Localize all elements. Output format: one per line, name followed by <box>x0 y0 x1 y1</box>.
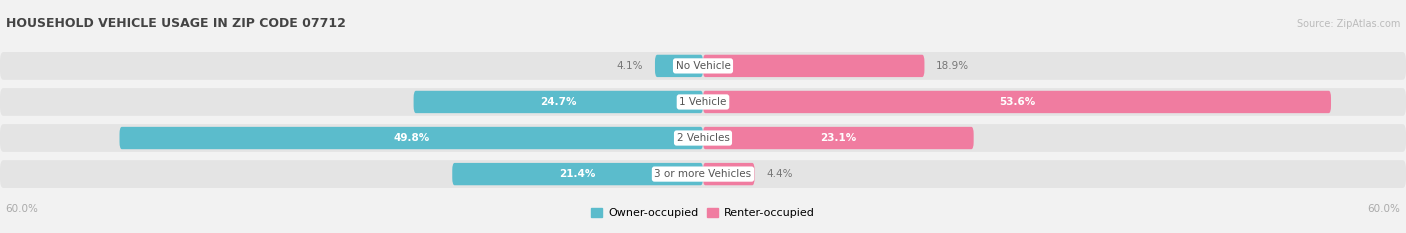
Text: 21.4%: 21.4% <box>560 169 596 179</box>
FancyBboxPatch shape <box>0 88 1406 116</box>
Text: 60.0%: 60.0% <box>1368 204 1400 214</box>
Text: 2 Vehicles: 2 Vehicles <box>676 133 730 143</box>
Text: 24.7%: 24.7% <box>540 97 576 107</box>
Text: 23.1%: 23.1% <box>820 133 856 143</box>
Text: 4.1%: 4.1% <box>617 61 644 71</box>
Legend: Owner-occupied, Renter-occupied: Owner-occupied, Renter-occupied <box>586 203 820 223</box>
Text: Source: ZipAtlas.com: Source: ZipAtlas.com <box>1296 19 1400 29</box>
FancyBboxPatch shape <box>703 163 755 185</box>
Text: HOUSEHOLD VEHICLE USAGE IN ZIP CODE 07712: HOUSEHOLD VEHICLE USAGE IN ZIP CODE 0771… <box>6 17 346 30</box>
FancyBboxPatch shape <box>0 52 1406 80</box>
FancyBboxPatch shape <box>120 127 703 149</box>
Text: 49.8%: 49.8% <box>394 133 429 143</box>
FancyBboxPatch shape <box>0 124 1406 152</box>
FancyBboxPatch shape <box>703 91 1331 113</box>
Text: 1 Vehicle: 1 Vehicle <box>679 97 727 107</box>
Text: 4.4%: 4.4% <box>766 169 793 179</box>
Text: 3 or more Vehicles: 3 or more Vehicles <box>654 169 752 179</box>
FancyBboxPatch shape <box>413 91 703 113</box>
Text: 18.9%: 18.9% <box>936 61 969 71</box>
Text: 60.0%: 60.0% <box>6 204 38 214</box>
FancyBboxPatch shape <box>703 127 973 149</box>
FancyBboxPatch shape <box>655 55 703 77</box>
Text: 53.6%: 53.6% <box>998 97 1035 107</box>
Text: No Vehicle: No Vehicle <box>675 61 731 71</box>
FancyBboxPatch shape <box>703 55 925 77</box>
FancyBboxPatch shape <box>0 160 1406 188</box>
FancyBboxPatch shape <box>453 163 703 185</box>
